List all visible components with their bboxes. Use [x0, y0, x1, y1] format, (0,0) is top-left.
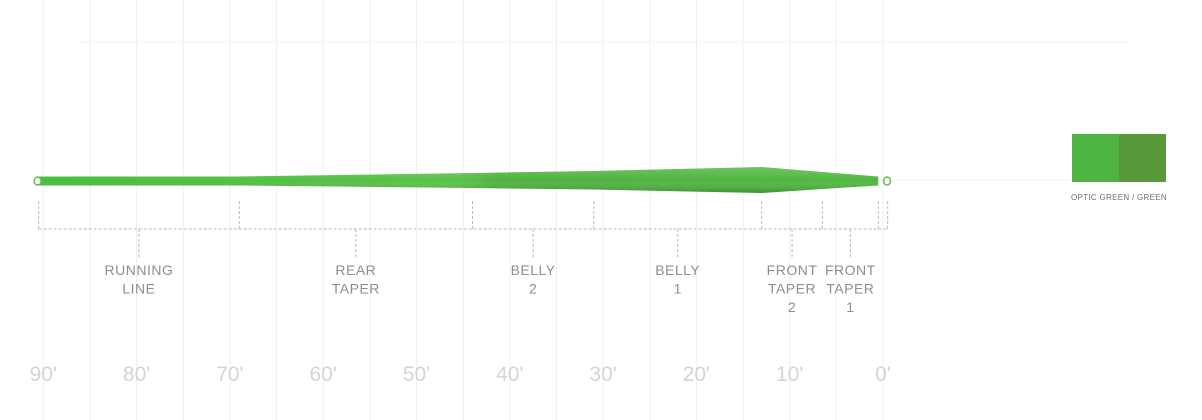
fly-line-profile [33, 167, 892, 193]
segment-labels: RUNNING LINE REAR TAPER BELLY 2 BELLY 1 FRONT TAP… [105, 229, 876, 315]
axis-tick-label: 80' [123, 363, 150, 386]
segment-label-running-line: RUNNING [105, 262, 174, 278]
color-legend: OPTIC GREEN / GREEN [1071, 134, 1167, 202]
axis-tick-label: 10' [776, 363, 803, 386]
segment-label-belly-2: 2 [529, 281, 537, 297]
axis-tick-label: 60' [310, 363, 337, 386]
segment-label-front-taper-2: 2 [788, 299, 796, 315]
rear-loop-icon [33, 176, 42, 186]
distance-axis: 90' 80' 70' 60' 50' 40' 30' 20' 10' 0' [30, 363, 891, 386]
segment-label-belly-1: BELLY [655, 262, 700, 278]
segment-label-front-taper-2: FRONT [767, 262, 818, 278]
segment-label-front-taper-1: 1 [846, 299, 854, 315]
segment-label-front-taper-2: TAPER [768, 281, 816, 297]
segment-label-belly-1: 1 [674, 281, 682, 297]
front-loop-icon [882, 176, 892, 186]
swatch-optic-green [1072, 134, 1119, 182]
axis-tick-label: 40' [496, 363, 523, 386]
segment-label-front-taper-1: TAPER [826, 281, 874, 297]
segment-label-running-line: LINE [122, 281, 155, 297]
axis-tick-label: 0' [875, 363, 891, 386]
vertical-gridlines [42, 0, 1130, 420]
segment-label-rear-taper: REAR [335, 262, 376, 278]
axis-tick-label: 20' [683, 363, 710, 386]
swatch-green [1119, 134, 1166, 182]
color-legend-label: OPTIC GREEN / GREEN [1071, 193, 1167, 202]
axis-tick-label: 70' [216, 363, 243, 386]
segment-label-belly-2: BELLY [511, 262, 556, 278]
segment-label-rear-taper: TAPER [332, 281, 380, 297]
segment-brackets [38, 201, 889, 230]
axis-tick-label: 90' [30, 363, 57, 386]
segment-label-front-taper-1: FRONT [825, 262, 876, 278]
axis-tick-label: 30' [589, 363, 616, 386]
axis-tick-label: 50' [403, 363, 430, 386]
fly-line-shading [38, 167, 879, 193]
